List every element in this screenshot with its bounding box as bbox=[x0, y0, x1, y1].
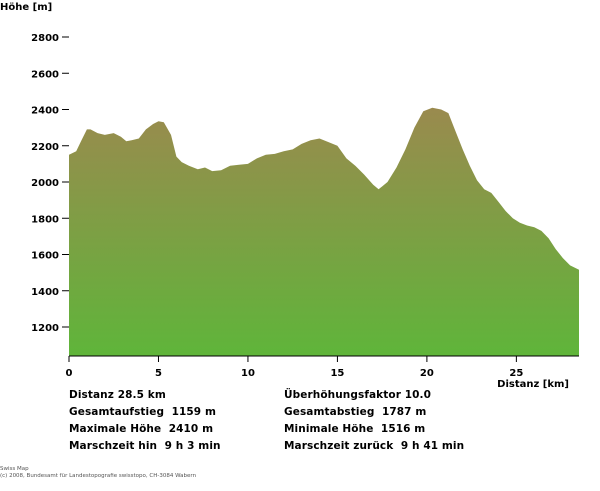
stat-gesamtaufstieg: Gesamtaufstieg 1159 m bbox=[69, 406, 217, 418]
y-tick-label: 2200 bbox=[31, 142, 59, 153]
elevation-area bbox=[69, 107, 579, 356]
y-tick-label: 1200 bbox=[31, 323, 59, 334]
x-tick-label: 5 bbox=[155, 368, 162, 379]
x-tick-label: 10 bbox=[241, 368, 255, 379]
x-tick-label: 20 bbox=[420, 368, 434, 379]
stat-ueberhoehungsfaktor: Überhöhungsfaktor 10.0 bbox=[284, 389, 432, 401]
y-tick-label: 1600 bbox=[31, 251, 59, 262]
x-axis-ticks: 0 5 10 15 20 25 bbox=[66, 356, 523, 379]
x-tick-label: 15 bbox=[330, 368, 344, 379]
stat-marschzeit-hin: Marschzeit hin 9 h 3 min bbox=[69, 440, 221, 452]
x-tick-label: 25 bbox=[509, 368, 523, 379]
y-tick-label: 2800 bbox=[31, 33, 59, 44]
stat-marschzeit-zurueck: Marschzeit zurück 9 h 41 min bbox=[284, 440, 465, 452]
y-tick-label: 2400 bbox=[31, 106, 59, 117]
stat-distanz: Distanz 28.5 km bbox=[69, 389, 166, 401]
y-tick-label: 2600 bbox=[31, 69, 59, 80]
x-axis-title: Distanz [km] bbox=[497, 379, 569, 390]
copyright-line-2: (c) 2008, Bundesamt für Landestopografie… bbox=[0, 473, 197, 479]
stat-maximale-hoehe: Maximale Höhe 2410 m bbox=[69, 423, 214, 435]
y-tick-label: 2000 bbox=[31, 178, 59, 189]
elevation-profile-chart: Höhe [m] 1200 1400 1600 1800 2000 2200 2400 260… bbox=[0, 2, 579, 390]
copyright-line-1: Swiss Map bbox=[0, 466, 29, 472]
y-tick-label: 1400 bbox=[31, 287, 59, 298]
stat-minimale-hoehe: Minimale Höhe 1516 m bbox=[284, 423, 426, 435]
x-tick-label: 0 bbox=[66, 368, 73, 379]
y-axis-title: Höhe [m] bbox=[0, 2, 52, 13]
copyright-notice: Swiss Map (c) 2008, Bundesamt für Landes… bbox=[0, 466, 196, 480]
y-axis-ticks: 1200 1400 1600 1800 2000 2200 2400 2600 2800 bbox=[31, 33, 69, 334]
stat-gesamtabstieg: Gesamtabstieg 1787 m bbox=[284, 406, 427, 418]
y-tick-label: 1800 bbox=[31, 214, 59, 225]
